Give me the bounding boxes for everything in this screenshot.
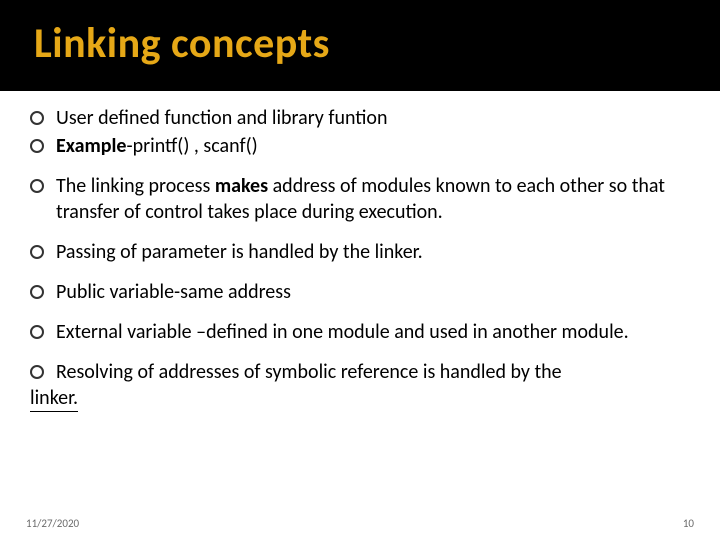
bullet-marker-icon [30, 365, 44, 379]
bullet-group-2: The linking process makes address of mod… [30, 173, 690, 225]
bullet-marker-icon [30, 285, 44, 299]
bullet-item: External variable –defined in one module… [30, 319, 690, 345]
inline-text: -printf() , scanf() [127, 134, 258, 158]
page-title: Linking concepts [34, 18, 720, 69]
bullet-text: External variable –defined in one module… [56, 319, 690, 345]
bullet-text: Example-printf() , scanf() [56, 133, 690, 159]
inline-text: The linking process [56, 174, 215, 198]
footer-date: 11/27/2020 [26, 517, 79, 530]
bullet-item: User defined function and library funtio… [30, 105, 690, 131]
content-area: User defined function and library funtio… [0, 91, 720, 412]
bullet-item: Example-printf() , scanf() [30, 133, 690, 159]
bullet-text: Public variable-same address [56, 279, 690, 305]
footer: 11/27/2020 10 [0, 517, 720, 530]
bullet-group-1: User defined function and library funtio… [30, 105, 690, 159]
bullet-marker-icon [30, 325, 44, 339]
bullet-group-5: External variable –defined in one module… [30, 319, 690, 345]
bullet-group-3: Passing of parameter is handled by the l… [30, 239, 690, 265]
bullet-text-continuation: linker. [30, 385, 78, 412]
bullet-text: Resolving of addresses of symbolic refer… [56, 359, 562, 385]
bullet-text: The linking process makes address of mod… [56, 173, 690, 225]
bullet-item: The linking process makes address of mod… [30, 173, 690, 225]
bullet-item: Public variable-same address [30, 279, 690, 305]
footer-page-number: 10 [683, 517, 694, 530]
bold-text: makes [215, 174, 268, 198]
bullet-group-6: Resolving of addresses of symbolic refer… [30, 359, 690, 412]
bullet-item: Resolving of addresses of symbolic refer… [30, 359, 690, 385]
bullet-marker-icon [30, 111, 44, 125]
bullet-group-4: Public variable-same address [30, 279, 690, 305]
bullet-marker-icon [30, 139, 44, 153]
bullet-item: Passing of parameter is handled by the l… [30, 239, 690, 265]
bullet-text: Passing of parameter is handled by the l… [56, 239, 690, 265]
title-bar: Linking concepts [0, 0, 720, 91]
bold-text: Example [56, 134, 127, 158]
bullet-marker-icon [30, 179, 44, 193]
bullet-text: User defined function and library funtio… [56, 105, 690, 131]
bullet-marker-icon [30, 245, 44, 259]
